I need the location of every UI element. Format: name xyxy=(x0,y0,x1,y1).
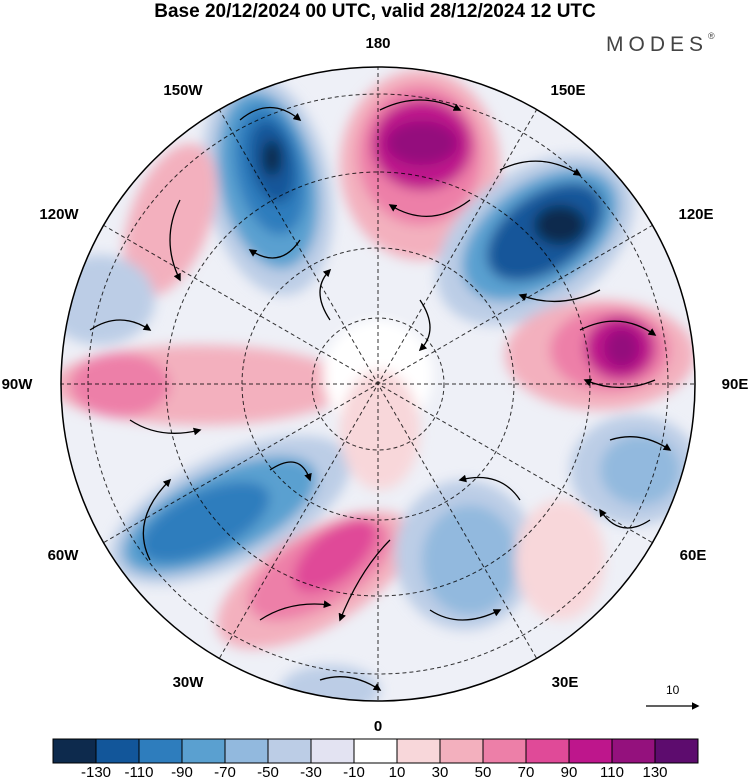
colorbar-tick-label: -70 xyxy=(214,764,236,781)
meridian-label-120e: 120E xyxy=(678,206,714,223)
colorbar-tick-label: -110 xyxy=(124,764,154,781)
colorbar-swatch xyxy=(138,738,183,764)
colorbar-tick-label: 50 xyxy=(474,764,492,781)
brand-name: MODES xyxy=(606,33,709,56)
colorbar-tick-label: 30 xyxy=(431,764,449,781)
colorbar-swatch xyxy=(52,738,97,764)
colorbar-swatch xyxy=(611,738,656,764)
meridian-label-120w: 120W xyxy=(39,206,79,223)
colorbar-tick-label: 110 xyxy=(600,764,624,781)
colorbar-tick-label: -90 xyxy=(171,764,193,781)
colorbar-swatch xyxy=(396,738,441,764)
meridian-label-90e: 90E xyxy=(721,376,749,393)
map-title: Base 20/12/2024 00 UTC, valid 28/12/2024… xyxy=(154,1,596,22)
reference-vector-label: 10 xyxy=(666,683,680,697)
graticule xyxy=(61,67,695,701)
meridian-label-30w: 30W xyxy=(172,674,204,691)
colorbar-swatch xyxy=(568,738,613,764)
meridian-label-150e: 150E xyxy=(550,82,586,99)
colorbar-swatch xyxy=(439,738,484,764)
meridian-label-180: 180 xyxy=(365,35,391,52)
colorbar-swatch xyxy=(525,738,570,764)
colorbar-swatch xyxy=(654,738,699,764)
meridian-label-60w: 60W xyxy=(47,547,79,564)
colorbar-tick-label: 90 xyxy=(560,764,578,781)
colorbar-swatch xyxy=(181,738,226,764)
colorbar-swatch xyxy=(95,738,140,764)
colorbar-swatch xyxy=(267,738,312,764)
meridian-label-0: 0 xyxy=(373,718,383,735)
wind-vectors xyxy=(89,99,672,691)
colorbar-tick-label: 10 xyxy=(388,764,406,781)
colorbar-swatch xyxy=(224,738,269,764)
colorbar-tick-label: -10 xyxy=(343,764,365,781)
meridian-label-60e: 60E xyxy=(679,547,707,564)
registered-mark: ® xyxy=(708,31,715,41)
modes-logo: MODES® xyxy=(606,31,715,57)
meridian-label-150w: 150W xyxy=(163,82,203,99)
colorbar-swatch xyxy=(353,738,398,764)
meridian-label-30e: 30E xyxy=(551,674,579,691)
colorbar-swatch xyxy=(310,738,355,764)
colorbar xyxy=(52,738,699,764)
colorbar-tick-label: -130 xyxy=(80,764,112,781)
colorbar-tick-label: 130 xyxy=(642,764,668,781)
globe-outline xyxy=(60,66,696,702)
meridian-label-90w: 90W xyxy=(1,376,33,393)
colorbar-swatch xyxy=(482,738,527,764)
colorbar-tick-label: 70 xyxy=(517,764,535,781)
colorbar-tick-label: -30 xyxy=(300,764,322,781)
anomaly-field xyxy=(61,67,695,701)
colorbar-tick-label: -50 xyxy=(257,764,279,781)
